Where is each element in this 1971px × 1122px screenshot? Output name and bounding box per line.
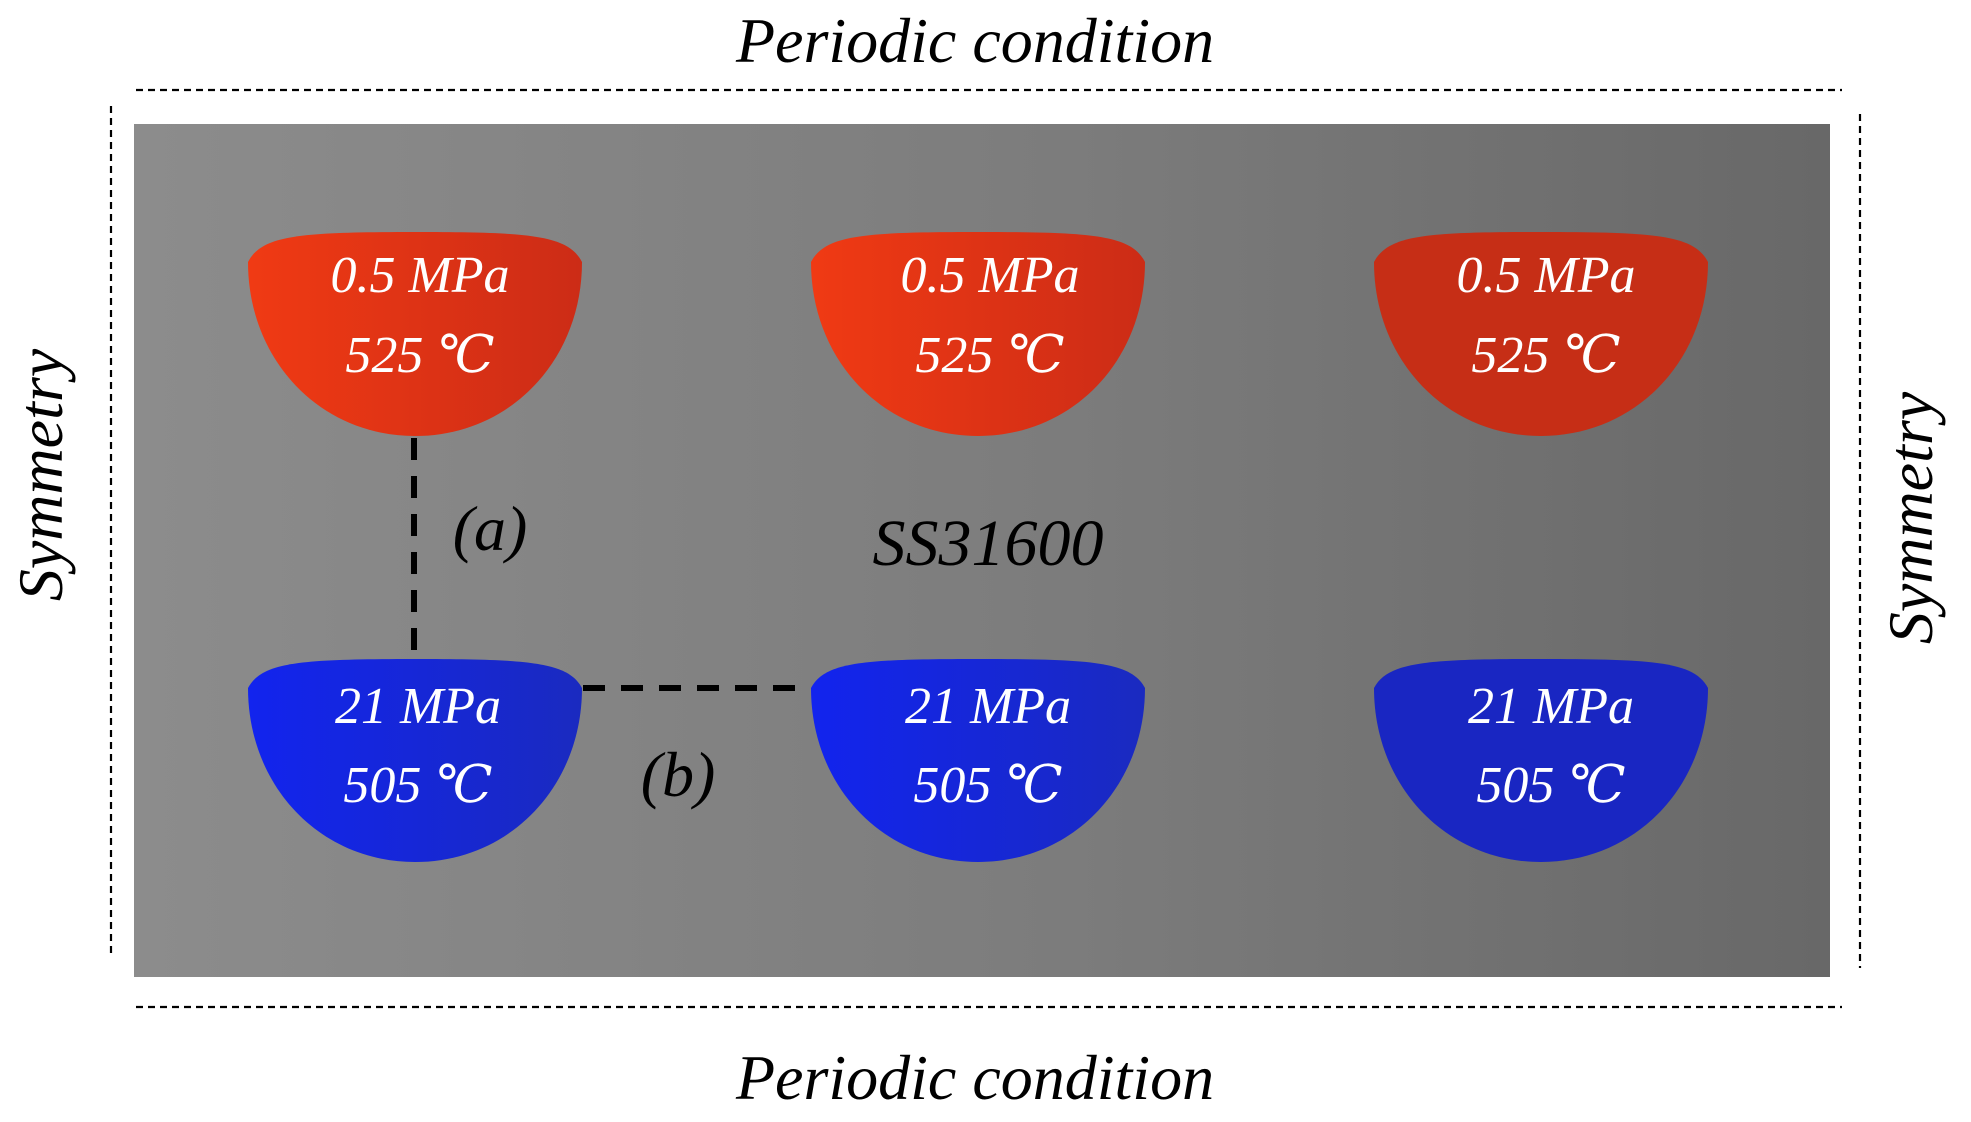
path-a-label: (a) [453,493,528,564]
bottom-boundary-label: Periodic condition [735,1042,1214,1113]
channel-pressure-label: 21 MPa [335,678,501,735]
channel-temperature-label: 505 ℃ [1476,757,1625,814]
top-boundary-label: Periodic condition [735,5,1214,76]
channel-shape [1374,232,1708,436]
channel-temperature-label: 525 ℃ [345,327,494,384]
channel-shape [248,232,582,436]
right-boundary-label: Symmetry [1875,391,1946,644]
path-b-label: (b) [641,739,716,810]
channel-shape [1374,659,1708,862]
left-boundary-label: Symmetry [5,348,76,601]
channel-temperature-label: 505 ℃ [343,757,492,814]
channel-bottom-3: 21 MPa 505 ℃ [1374,659,1708,862]
channel-top-2: 0.5 MPa 525 ℃ [811,232,1145,436]
channel-pressure-label: 21 MPa [1468,678,1634,735]
material-label: SS31600 [873,507,1104,580]
channel-top-1: 0.5 MPa 525 ℃ [248,232,582,436]
channel-bottom-2: 21 MPa 505 ℃ [811,659,1145,862]
channel-shape [248,659,582,862]
channel-shape [811,659,1145,862]
channel-temperature-label: 525 ℃ [915,327,1064,384]
channel-top-3: 0.5 MPa 525 ℃ [1374,232,1708,436]
channel-shape [811,232,1145,436]
channel-pressure-label: 0.5 MPa [1456,247,1635,304]
channel-temperature-label: 505 ℃ [913,757,1062,814]
channel-pressure-label: 0.5 MPa [900,247,1079,304]
channel-pressure-label: 0.5 MPa [330,247,509,304]
channel-bottom-1: 21 MPa 505 ℃ [248,659,582,862]
channel-temperature-label: 525 ℃ [1471,327,1620,384]
channel-pressure-label: 21 MPa [905,678,1071,735]
